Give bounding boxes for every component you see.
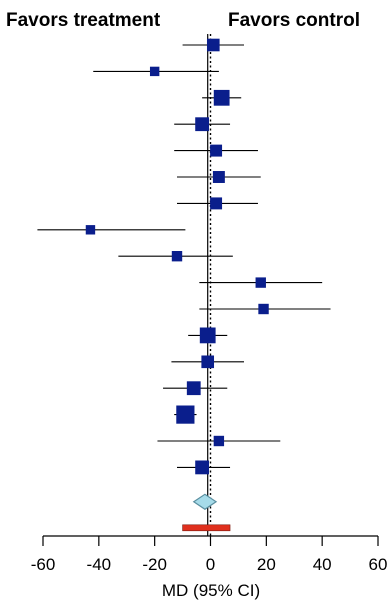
favors-treatment-label: Favors treatment: [6, 10, 161, 31]
study-point-estimate: [176, 405, 195, 424]
x-axis-title: MD (95% CI): [162, 581, 260, 600]
study-point-estimate: [171, 251, 183, 262]
study-point-estimate: [85, 225, 96, 235]
x-tick-label: 40: [313, 555, 332, 574]
study-point-estimate: [210, 197, 223, 210]
favors-control-label: Favors control: [228, 10, 360, 31]
x-tick-label: -40: [87, 555, 112, 574]
study-point-estimate: [213, 89, 230, 106]
study-point-estimate: [206, 38, 220, 52]
plot-area: [37, 34, 331, 536]
study-point-estimate: [258, 303, 269, 315]
x-tick-label: 0: [206, 555, 215, 574]
study-point-estimate: [199, 327, 216, 344]
study-point-estimate: [255, 277, 266, 288]
study-point-estimate: [186, 381, 201, 396]
pooled-diamond: [192, 493, 218, 511]
study-point-estimate: [210, 144, 223, 157]
x-axis: -60 -40 -20 0 20 40 60: [31, 535, 388, 574]
x-tick-label: -20: [142, 555, 167, 574]
study-point-estimate: [212, 171, 225, 183]
prediction-interval-bar: [182, 524, 231, 532]
x-tick-label: 60: [369, 555, 388, 574]
study-point-estimate: [213, 435, 225, 447]
x-tick-label: -60: [31, 555, 56, 574]
x-tick-label: 20: [257, 555, 276, 574]
study-point-estimate: [201, 355, 215, 369]
study-point-estimate: [195, 117, 210, 132]
study-point-estimate: [149, 66, 160, 77]
study-point-estimate: [195, 460, 210, 475]
